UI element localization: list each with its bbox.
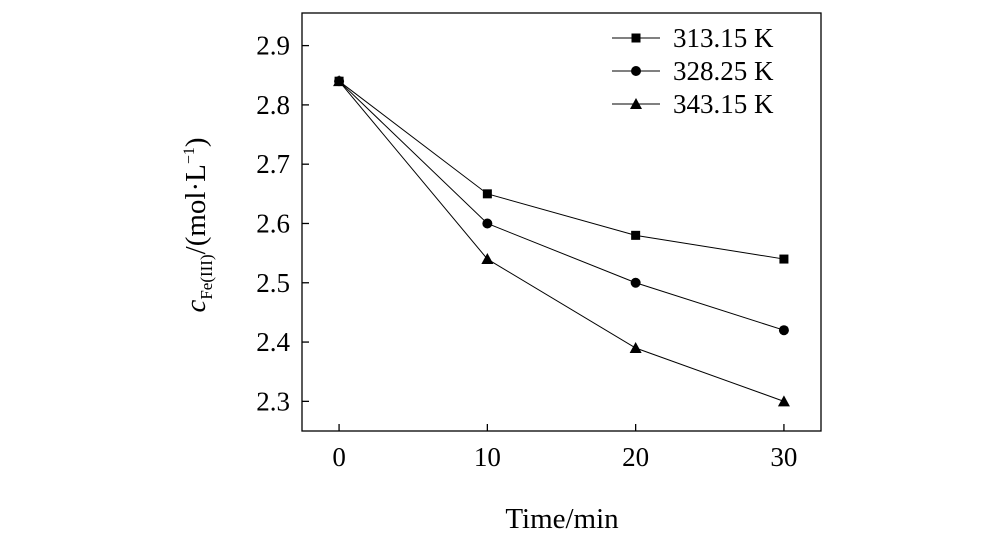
data-point-circle [482, 218, 493, 229]
data-point-triangle [777, 395, 790, 407]
y-axis-symbol: c [180, 300, 212, 313]
series-line-2 [338, 80, 785, 331]
y-axis-subscript: Fe(III) [197, 254, 216, 299]
y-axis-superscript: −1 [181, 147, 198, 164]
legend-entry-1: 313.15 K [612, 23, 774, 53]
y-tick-label: 2.9 [256, 31, 290, 61]
legend-label-2: 328.25 K [673, 56, 774, 86]
data-point-triangle [333, 75, 346, 87]
y-tick-label: 2.8 [256, 90, 290, 120]
y-tick-label: 2.4 [256, 327, 290, 357]
series-layer [333, 75, 790, 407]
x-tick-label: 30 [770, 442, 797, 472]
legend-label-3: 343.15 K [673, 89, 774, 119]
y-tick-label: 2.3 [256, 386, 290, 416]
legend-label-1: 313.15 K [673, 23, 774, 53]
y-tick-label: 2.7 [256, 149, 290, 179]
data-point-circle [630, 277, 641, 288]
series-line-1 [338, 80, 785, 260]
plot-frame [301, 12, 822, 432]
data-point-triangle [481, 253, 494, 265]
y-axis-unit-prefix: /(mol·L [180, 164, 212, 254]
data-point-square [631, 230, 641, 240]
y-tick-label: 2.6 [256, 208, 290, 238]
x-axis-label: Time/min [505, 503, 619, 535]
legend: 313.15 K 328.25 K 343.15 K [612, 23, 774, 119]
y-axis-label: cFe(III)/(mol·L−1) [180, 137, 216, 312]
x-tick-label: 10 [474, 442, 501, 472]
x-tick-label: 20 [622, 442, 649, 472]
x-tick-label: 0 [332, 442, 346, 472]
legend-circle-marker [631, 66, 641, 76]
legend-square-marker [631, 33, 641, 43]
legend-triangle-marker [630, 98, 642, 109]
legend-entry-3: 343.15 K [612, 89, 774, 119]
legend-entry-2: 328.25 K [612, 56, 774, 86]
data-point-triangle [629, 341, 642, 353]
data-point-circle [778, 325, 789, 336]
data-point-square [779, 254, 789, 264]
y-tick-label: 2.5 [256, 268, 290, 298]
series-line-3 [338, 80, 785, 402]
data-point-square [482, 189, 492, 199]
y-axis-unit-suffix: ) [180, 137, 212, 147]
ticks: 0 10 20 30 2.3 2.4 2.5 2.6 2.7 2.8 2.9 [256, 31, 797, 472]
